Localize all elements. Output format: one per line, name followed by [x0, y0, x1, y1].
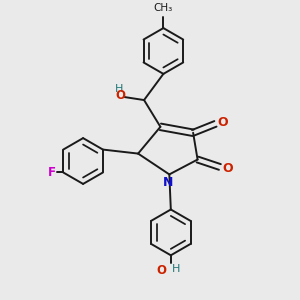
- Text: O: O: [222, 162, 233, 175]
- Text: H: H: [172, 264, 181, 274]
- Text: O: O: [115, 89, 125, 102]
- Text: O: O: [218, 116, 228, 129]
- Text: O: O: [156, 264, 167, 277]
- Text: H: H: [115, 84, 123, 94]
- Text: CH₃: CH₃: [154, 3, 173, 13]
- Text: N: N: [163, 176, 173, 189]
- Text: F: F: [47, 166, 56, 179]
